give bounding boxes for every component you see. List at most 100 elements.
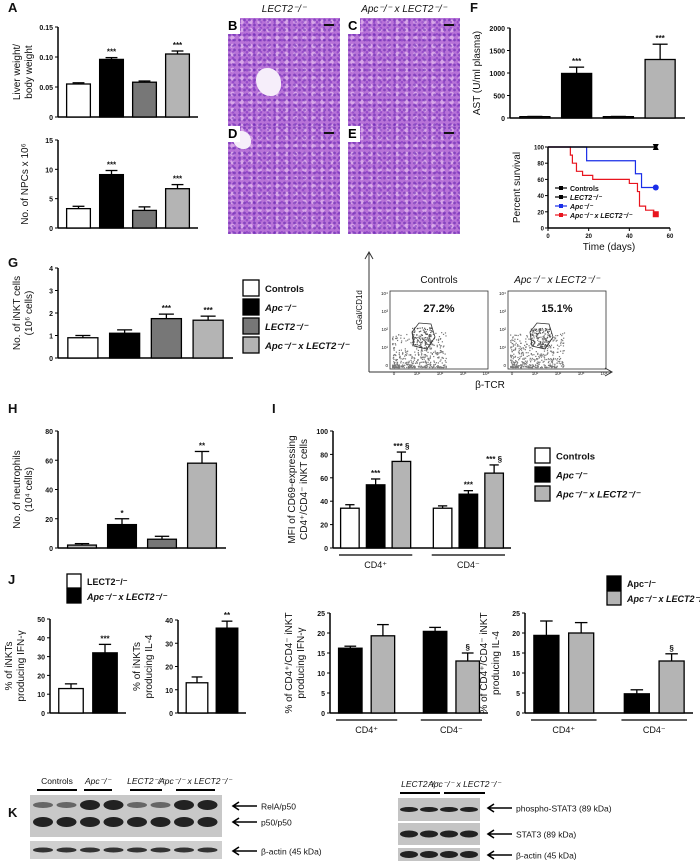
event-dot	[393, 365, 396, 367]
event-dot	[555, 335, 557, 337]
event-dot	[427, 361, 429, 363]
y-tick-label: 20	[165, 665, 173, 672]
event-dot	[517, 334, 519, 337]
event-dot	[518, 345, 520, 347]
event-dot	[518, 348, 520, 350]
event-dot	[535, 336, 538, 338]
event-dot	[426, 337, 428, 339]
event-dot	[514, 356, 516, 358]
event-dot	[428, 359, 430, 361]
event-dot	[429, 348, 431, 350]
survival-chart: 0 20 40 60 80 100 0 20 40 60 Time (days) Percent su…	[512, 144, 674, 253]
event-dot	[423, 331, 425, 334]
event-dot	[425, 346, 428, 348]
blot-group-label: Apc⁻/⁻ x LECT2⁻/⁻	[427, 779, 502, 789]
event-dot	[537, 353, 539, 356]
legend-g: Controls Apc⁻/⁻ LECT2⁻/⁻ Apc⁻/⁻ x LECT2⁻/⁻	[242, 279, 350, 354]
significance-label: ***	[203, 306, 213, 315]
event-dot	[398, 357, 401, 359]
event-dot	[510, 346, 512, 348]
event-dot	[402, 362, 404, 364]
event-dot	[442, 333, 445, 335]
arrow-icon	[486, 803, 512, 813]
event-dot	[440, 337, 442, 340]
event-dot	[437, 341, 440, 343]
event-dot	[523, 357, 525, 359]
event-dot	[547, 362, 550, 364]
event-dot	[420, 341, 423, 344]
event-dot	[521, 351, 523, 354]
event-dot	[395, 354, 397, 357]
event-dot	[510, 361, 513, 363]
event-dot	[550, 344, 553, 346]
x-tick-label: 10⁴	[601, 371, 608, 376]
event-dot	[424, 337, 427, 339]
event-dot	[419, 365, 421, 367]
legend-marker	[559, 186, 563, 190]
blot-membrane	[30, 841, 222, 859]
event-dot	[445, 335, 447, 337]
event-dot	[533, 360, 536, 362]
event-dot	[551, 365, 553, 367]
band	[56, 802, 77, 808]
event-dot	[512, 356, 515, 358]
event-dot	[540, 345, 542, 348]
event-dot	[396, 339, 399, 342]
legend-i: Controls Apc⁻/⁻ Apc⁻/⁻ x LECT2⁻/⁻	[534, 447, 641, 502]
x-tick-label: 10²	[555, 371, 562, 376]
event-dot	[532, 330, 534, 332]
event-dot	[546, 331, 549, 333]
legend-swatch	[242, 336, 260, 354]
event-dot	[512, 345, 514, 347]
event-dot	[419, 362, 421, 364]
event-dot	[410, 354, 412, 356]
event-dot	[410, 357, 413, 359]
event-dot	[517, 362, 519, 364]
band	[150, 802, 171, 808]
event-dot	[540, 353, 542, 355]
event-dot	[519, 356, 521, 358]
band	[174, 800, 194, 810]
legend-label: Apc⁻/⁻	[264, 303, 297, 314]
band	[440, 807, 458, 812]
event-dot	[563, 337, 565, 339]
legend-swatch	[534, 447, 551, 464]
event-dot	[423, 365, 426, 367]
event-dot	[417, 340, 420, 342]
event-dot	[413, 365, 416, 367]
event-dot	[549, 364, 552, 367]
event-dot	[541, 347, 543, 349]
event-dot	[428, 339, 431, 341]
event-dot	[523, 348, 525, 350]
band	[400, 851, 418, 858]
event-dot	[420, 365, 422, 367]
event-dot	[524, 362, 527, 365]
event-dot	[412, 361, 415, 363]
event-dot	[435, 352, 437, 355]
event-dot	[392, 343, 394, 345]
bar	[623, 693, 650, 714]
group-label: CD4⁺	[552, 725, 575, 735]
legend-j_left: LECT2⁻/⁻ Apc⁻/⁻ x LECT2⁻/⁻	[66, 573, 168, 604]
band	[400, 830, 418, 838]
event-dot	[406, 364, 408, 366]
y-tick-label: 500	[493, 94, 505, 101]
event-dot	[549, 350, 552, 352]
legend-swatch	[66, 588, 82, 604]
event-dot	[529, 359, 531, 361]
bar-chart-I: 0 20 40 60 80 100 MFI of CD69-expressing CD4⁺/C…	[287, 429, 511, 570]
y-tick-label: 40	[537, 194, 544, 200]
event-dot	[546, 345, 548, 347]
event-dot	[513, 344, 515, 346]
event-dot	[540, 356, 543, 358]
event-dot	[526, 362, 528, 364]
event-dot	[522, 353, 525, 355]
event-dot	[392, 357, 394, 359]
event-dot	[424, 328, 426, 331]
marker	[652, 144, 659, 150]
event-dot	[439, 360, 441, 362]
event-dot	[425, 350, 428, 352]
event-dot	[431, 366, 433, 369]
gate-percentage: 15.1%	[541, 303, 572, 315]
event-dot	[394, 362, 396, 364]
